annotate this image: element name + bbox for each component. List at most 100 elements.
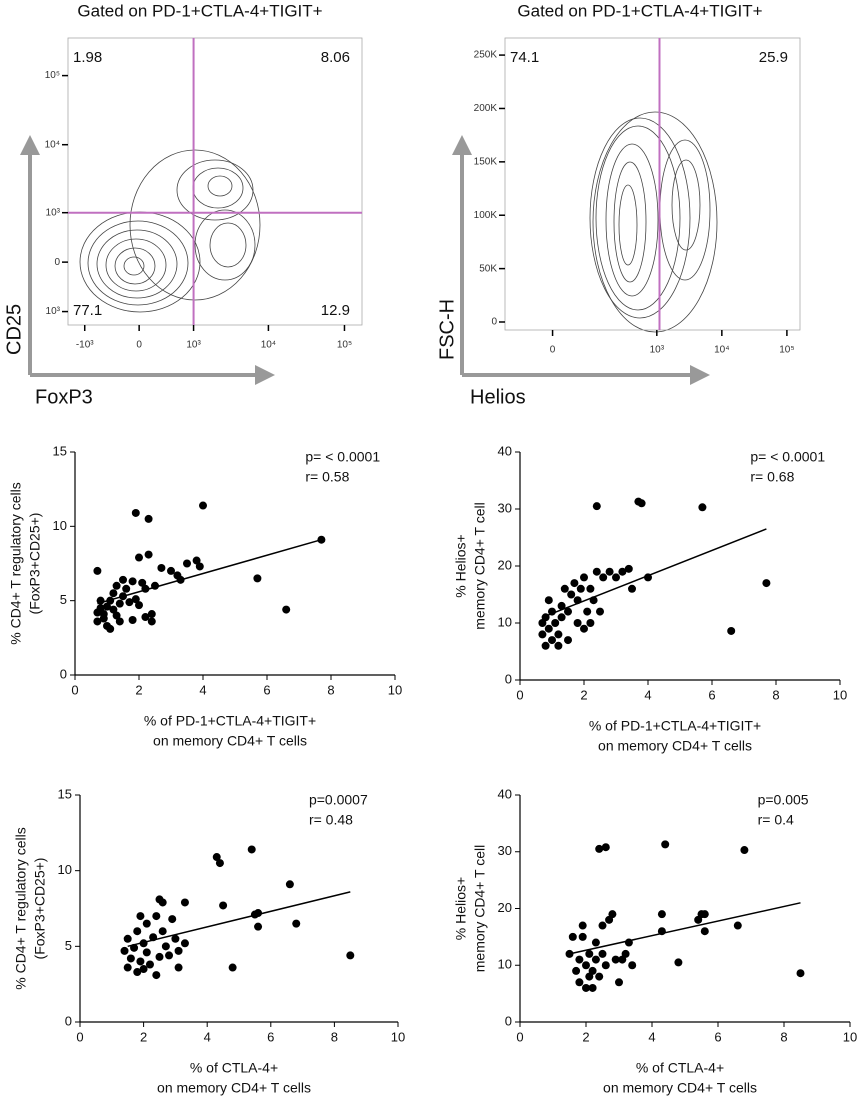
point xyxy=(554,641,563,650)
x-tick-label: 0 xyxy=(516,1029,523,1044)
point xyxy=(174,963,183,972)
x-tick-label: 8 xyxy=(772,687,779,702)
point xyxy=(544,596,553,605)
y-tick-label: 0 xyxy=(491,317,497,328)
x-tick-label: 10³ xyxy=(186,340,201,351)
x-axis-label: % of PD-1+CTLA-4+TIGIT+ xyxy=(144,713,316,729)
point xyxy=(120,946,129,955)
point xyxy=(573,619,582,627)
y-tick-label: 15 xyxy=(53,443,67,458)
point xyxy=(138,578,147,587)
point xyxy=(657,910,666,919)
point xyxy=(582,961,590,970)
fit-line xyxy=(542,528,767,618)
axis-arrows xyxy=(20,135,710,385)
x-tick-label: -10³ xyxy=(76,340,94,351)
point xyxy=(112,611,121,620)
point xyxy=(139,965,148,974)
y-tick-label: 30 xyxy=(498,843,512,858)
y-tick-label: 10 xyxy=(58,862,72,877)
point xyxy=(567,590,576,599)
point xyxy=(628,961,637,970)
point xyxy=(99,610,108,619)
stat-annotation: r= 0.58 xyxy=(305,469,349,485)
point xyxy=(253,574,262,583)
point xyxy=(133,968,142,977)
point xyxy=(595,972,604,981)
y-tick-label: 10 xyxy=(53,518,67,533)
point xyxy=(570,579,579,588)
fit-line xyxy=(569,902,801,955)
x-tick-label: 6 xyxy=(708,687,715,702)
x-tick-label: 2 xyxy=(580,687,587,702)
point xyxy=(123,963,132,972)
point xyxy=(762,579,771,588)
point xyxy=(544,624,553,633)
point xyxy=(733,921,742,930)
x-tick-label: 4 xyxy=(204,1029,211,1044)
point xyxy=(578,932,587,941)
stat-annotation: r= 0.4 xyxy=(758,812,794,828)
point xyxy=(674,958,683,967)
point xyxy=(183,559,191,568)
x-tick-label: 6 xyxy=(714,1029,721,1044)
point xyxy=(582,983,590,992)
point xyxy=(575,955,584,964)
x-tick-label: 6 xyxy=(263,682,270,697)
quadrant-percent: 77.1 xyxy=(73,302,102,319)
y-axis-label: memory CD4+ T cell xyxy=(472,502,488,629)
point xyxy=(168,915,177,924)
x-tick-label: 0 xyxy=(76,1029,83,1044)
y-tick-label: 0 xyxy=(505,671,512,686)
point xyxy=(136,957,145,966)
point xyxy=(661,840,670,849)
contour-right xyxy=(589,111,718,333)
point xyxy=(292,919,301,928)
point xyxy=(605,567,614,576)
point xyxy=(109,589,118,598)
point xyxy=(123,934,132,943)
x-axis-label: on memory CD4+ T cells xyxy=(598,738,752,754)
point xyxy=(700,910,709,919)
point xyxy=(174,946,183,955)
point xyxy=(580,624,588,633)
point xyxy=(564,636,572,645)
point xyxy=(144,550,153,559)
point xyxy=(180,939,189,948)
point xyxy=(595,844,604,853)
quadrant-percent: 8.06 xyxy=(321,49,350,66)
point xyxy=(557,613,566,622)
x-tick-label: 4 xyxy=(644,687,651,702)
x-axis-label: % of PD-1+CTLA-4+TIGIT+ xyxy=(589,718,761,734)
point xyxy=(115,599,124,608)
y-axis-label: (FoxP3+CD25+) xyxy=(32,858,48,960)
y-tick-label: 0 xyxy=(505,1013,512,1028)
point xyxy=(538,630,547,639)
x-tick-label: 10⁵ xyxy=(779,345,794,356)
y-axis-label: CD25 xyxy=(3,304,25,355)
x-tick-label: 2 xyxy=(582,1029,589,1044)
contour-left xyxy=(79,149,261,313)
point xyxy=(591,938,600,947)
y-tick-label: 100K xyxy=(474,210,498,221)
y-tick-label: 10⁴ xyxy=(45,139,60,150)
x-tick-label: 0 xyxy=(136,340,142,351)
quadrant-percent: 12.9 xyxy=(321,302,350,319)
y-tick-label: 0 xyxy=(65,1013,72,1028)
y-tick-label: 10 xyxy=(498,614,512,629)
x-axis-label: Helios xyxy=(470,386,526,408)
point xyxy=(557,601,566,610)
point xyxy=(195,562,204,571)
point xyxy=(147,617,156,626)
x-axis-label: on memory CD4+ T cells xyxy=(153,733,307,749)
y-tick-label: 5 xyxy=(65,938,72,953)
point xyxy=(96,604,105,613)
point xyxy=(346,951,355,960)
point xyxy=(212,853,221,862)
y-tick-label: 10³ xyxy=(46,306,61,317)
point xyxy=(551,619,560,627)
x-tick-label: 4 xyxy=(199,682,206,697)
point xyxy=(612,573,620,582)
point xyxy=(161,942,170,951)
